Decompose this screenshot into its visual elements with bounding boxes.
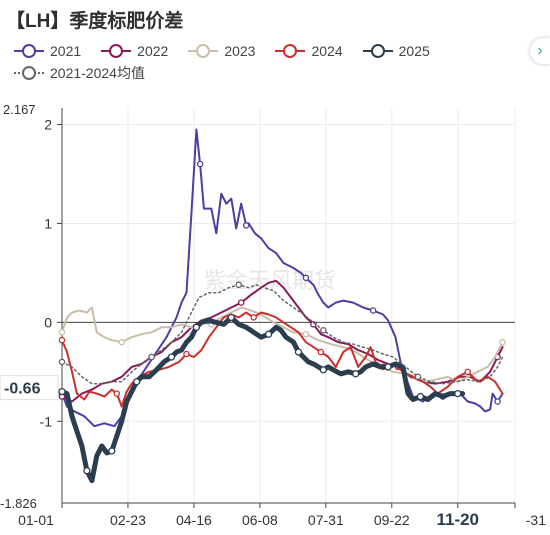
legend-label: 2022 [137, 43, 169, 59]
legend-swatch [14, 66, 44, 80]
chevron-right-icon[interactable]: › [530, 38, 550, 64]
legend-swatch [101, 44, 132, 58]
data-point[interactable] [58, 336, 66, 344]
legend-item-2025[interactable]: 2025 [362, 40, 430, 62]
legend-label: 2023 [224, 43, 256, 59]
data-point[interactable] [302, 330, 310, 338]
data-point[interactable] [148, 353, 155, 361]
legend-label: 2024 [311, 43, 343, 59]
data-point[interactable] [384, 363, 392, 371]
data-point[interactable] [499, 338, 506, 346]
x-tick-label: 09-22 [374, 512, 410, 528]
data-point[interactable] [196, 160, 204, 168]
data-point[interactable] [108, 447, 116, 455]
chart-legend: 2021 2022 2023 2024 2025 2021-2024均值 [14, 40, 514, 84]
data-point[interactable] [454, 389, 462, 398]
x-tick-label: 02-23 [110, 512, 146, 528]
legend-label: 2021 [50, 43, 82, 59]
data-point[interactable] [294, 348, 303, 356]
legend-label: 2025 [398, 43, 430, 59]
data-point[interactable] [58, 358, 66, 366]
data-point[interactable] [118, 338, 125, 346]
data-point[interactable] [369, 307, 377, 314]
data-point[interactable] [464, 368, 471, 376]
legend-swatch [14, 44, 44, 58]
y-tick-label: 2 [44, 117, 52, 133]
current-value-label: -0.66 [4, 381, 41, 398]
data-point[interactable] [302, 274, 310, 282]
legend-item-2022[interactable]: 2022 [101, 40, 168, 62]
series-2021-2024均值 [58, 281, 504, 385]
data-point[interactable] [235, 281, 242, 289]
chart-grid [61, 108, 516, 503]
data-point[interactable] [352, 370, 360, 378]
data-point[interactable] [113, 390, 121, 397]
data-point[interactable] [183, 350, 190, 358]
data-point[interactable] [320, 327, 327, 334]
legend-swatch [188, 44, 219, 58]
chart-series [58, 128, 506, 484]
series-2023 [58, 306, 506, 383]
x-tick-label: 06-08 [242, 512, 278, 528]
legend-item-2021-2024均值[interactable]: 2021-2024均值 [14, 62, 145, 84]
data-point[interactable] [227, 313, 235, 322]
y-tick-label: 0 [44, 314, 52, 330]
data-point[interactable] [58, 329, 66, 336]
watermark: 紫金天风期货 [204, 268, 336, 293]
data-point[interactable] [237, 299, 245, 306]
chart-axes [57, 108, 516, 508]
x-tick-label: 07-31 [308, 512, 344, 528]
legend-item-2023[interactable]: 2023 [188, 40, 255, 62]
y-min-label: -1.826 [0, 496, 37, 511]
data-point[interactable] [319, 366, 327, 374]
data-point[interactable] [83, 467, 91, 475]
legend-swatch [275, 44, 306, 58]
data-point[interactable] [414, 373, 422, 381]
data-point[interactable] [317, 348, 325, 356]
legend-label: 2021-2024均值 [50, 65, 145, 81]
data-point[interactable] [58, 387, 66, 396]
legend-swatch [362, 44, 393, 58]
current-value-tag [0, 375, 59, 401]
data-point[interactable] [416, 392, 425, 401]
y-tick-label: -1 [40, 413, 53, 429]
data-point[interactable] [250, 314, 257, 321]
y-tick-label: 1 [44, 215, 52, 231]
data-point[interactable] [192, 323, 201, 331]
x-tick-label: 04-16 [176, 512, 212, 528]
data-point[interactable] [264, 330, 273, 338]
legend-item-2021[interactable]: 2021 [14, 40, 81, 62]
x-tick-label: -31 [526, 512, 546, 528]
legend-item-2024[interactable]: 2024 [275, 40, 343, 62]
x-tick-label-highlighted: 11-20 [436, 510, 479, 529]
series-line [61, 284, 504, 385]
data-point[interactable] [494, 398, 501, 405]
x-tick-label: 01-01 [18, 512, 54, 528]
data-point[interactable] [242, 222, 250, 229]
series-line [61, 306, 504, 383]
series-2025 [58, 313, 466, 484]
y-max-label: 2.167 [3, 102, 36, 117]
data-point[interactable] [167, 353, 176, 361]
chart-title: 【LH】季度标肥价差 [6, 11, 184, 32]
data-point[interactable] [133, 378, 141, 386]
